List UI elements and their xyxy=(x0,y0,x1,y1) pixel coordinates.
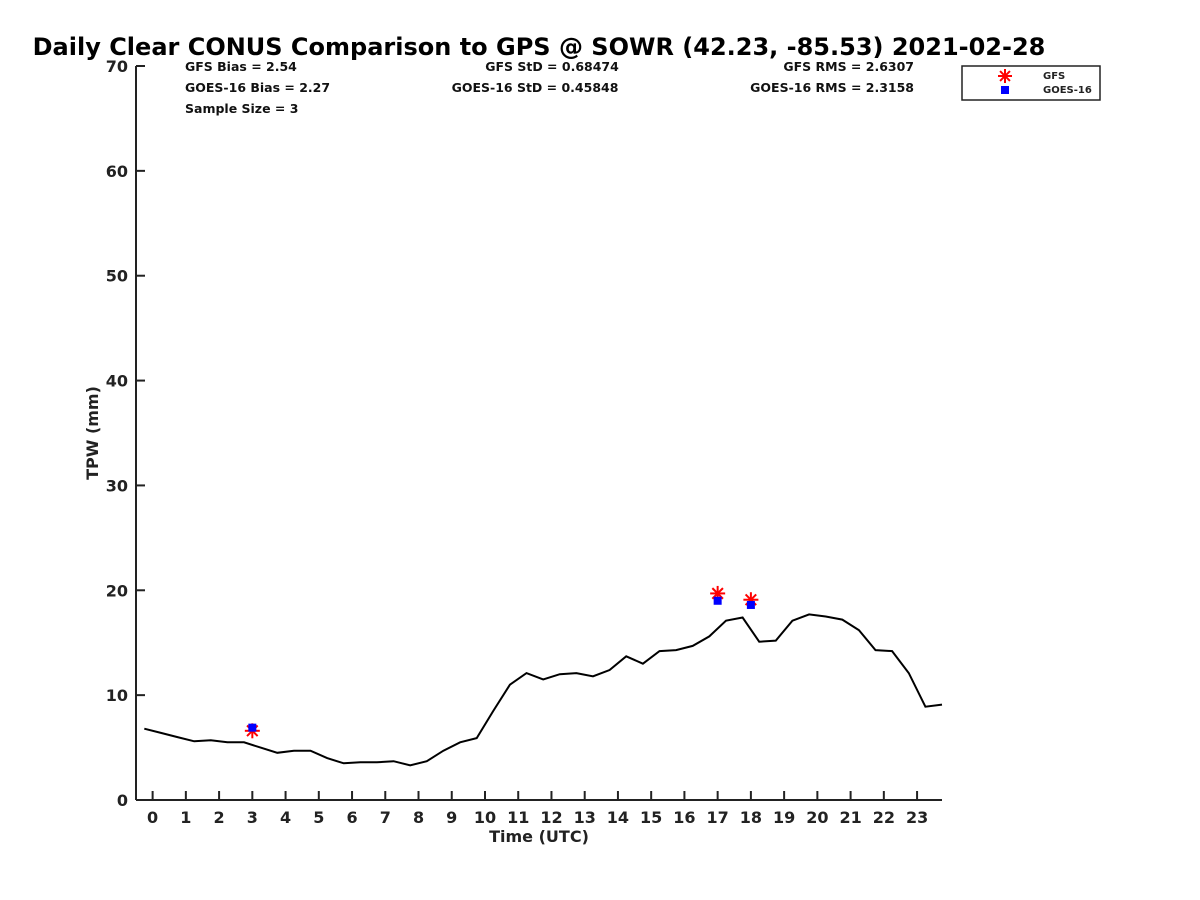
x-tick-label: 6 xyxy=(346,808,357,827)
goes-point xyxy=(248,723,257,732)
x-tick-label: 3 xyxy=(247,808,258,827)
legend-gfs-asterisk xyxy=(998,69,1012,83)
x-tick-label: 23 xyxy=(906,808,928,827)
x-tick-label: 8 xyxy=(413,808,424,827)
y-tick-label: 40 xyxy=(106,372,128,391)
legend: GFS GOES-16 xyxy=(961,65,1101,101)
x-tick-label: 20 xyxy=(806,808,828,827)
goes-point xyxy=(713,596,722,605)
y-tick-label: 50 xyxy=(106,267,128,286)
x-tick-label: 4 xyxy=(280,808,291,827)
y-axis-label: TPW (mm) xyxy=(83,386,102,480)
legend-goes-marker xyxy=(1001,86,1009,94)
x-tick-label: 17 xyxy=(707,808,729,827)
goes-point xyxy=(746,600,755,609)
x-tick-label: 22 xyxy=(873,808,895,827)
stat-gfs-std: GFS StD = 0.68474 xyxy=(485,59,619,74)
x-tick-label: 12 xyxy=(540,808,562,827)
y-tick-label: 30 xyxy=(106,476,128,495)
x-tick-label: 11 xyxy=(507,808,529,827)
x-tick-label: 18 xyxy=(740,808,762,827)
legend-goes-label: GOES-16 xyxy=(1043,85,1092,96)
stat-goes-bias: GOES-16 Bias = 2.27 xyxy=(185,80,330,95)
x-tick-label: 19 xyxy=(773,808,795,827)
legend-gfs-marker xyxy=(998,69,1012,83)
x-axis-label: Time (UTC) xyxy=(489,827,589,846)
chart-title: Daily Clear CONUS Comparison to GPS @ SO… xyxy=(33,33,1046,61)
x-tick-label: 1 xyxy=(180,808,191,827)
x-tick-label: 2 xyxy=(214,808,225,827)
y-tick-label: 70 xyxy=(106,57,128,76)
x-tick-label: 16 xyxy=(673,808,695,827)
gps-series-line xyxy=(144,613,943,767)
x-tick-label: 5 xyxy=(313,808,324,827)
x-tick-label: 0 xyxy=(147,808,158,827)
x-tick-label: 14 xyxy=(607,808,629,827)
data-marks xyxy=(144,585,943,767)
y-tick-label: 10 xyxy=(106,686,128,705)
legend-box xyxy=(961,65,1101,101)
stat-gfs-bias: GFS Bias = 2.54 xyxy=(185,59,297,74)
legend-gfs-label: GFS xyxy=(1043,71,1065,82)
x-tick-label: 10 xyxy=(474,808,496,827)
y-tick-label: 0 xyxy=(117,791,128,810)
y-tick-label: 60 xyxy=(106,162,128,181)
x-tick-label: 7 xyxy=(380,808,391,827)
x-tick-label: 13 xyxy=(574,808,596,827)
stat-sample-size: Sample Size = 3 xyxy=(185,101,298,116)
y-tick-label: 20 xyxy=(106,581,128,600)
x-tick-label: 15 xyxy=(640,808,662,827)
stat-goes-rms: GOES-16 RMS = 2.3158 xyxy=(750,80,914,95)
x-tick-label: 21 xyxy=(839,808,861,827)
stat-gfs-rms: GFS RMS = 2.6307 xyxy=(783,59,914,74)
x-tick-label: 9 xyxy=(446,808,457,827)
stat-goes-std: GOES-16 StD = 0.45848 xyxy=(452,80,619,95)
stats-block: GFS Bias = 2.54 GOES-16 Bias = 2.27 Samp… xyxy=(185,59,914,116)
